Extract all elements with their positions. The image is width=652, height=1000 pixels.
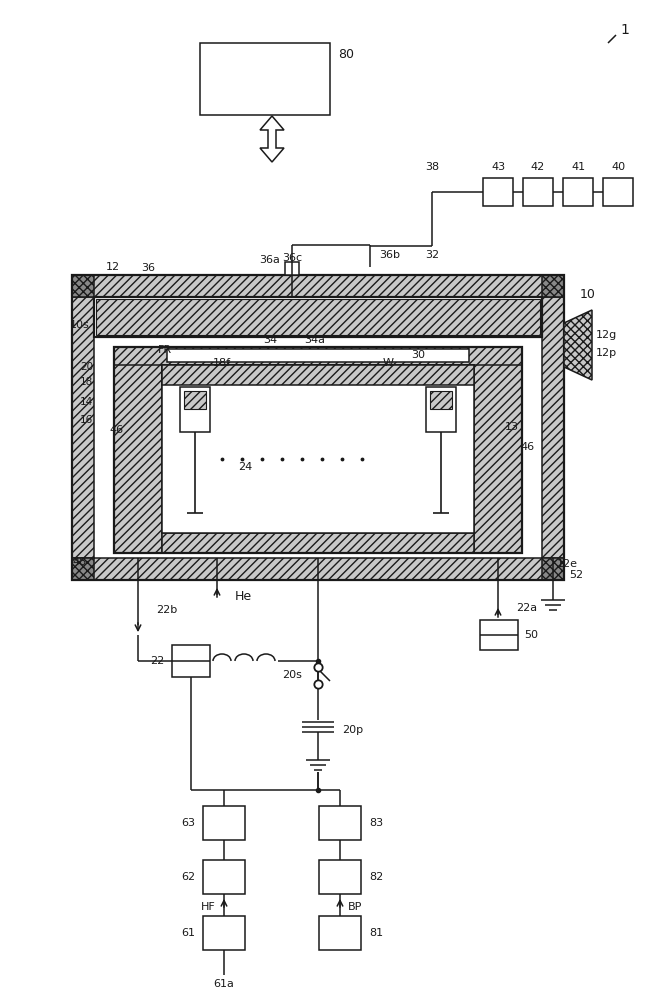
Text: 38: 38	[425, 162, 439, 172]
Bar	[94, 297, 542, 337]
Bar	[203, 806, 245, 840]
Bar	[172, 645, 210, 677]
Text: 20: 20	[80, 362, 93, 372]
Bar	[180, 387, 210, 432]
Text: 40: 40	[611, 162, 625, 172]
Text: 36a: 36a	[259, 255, 280, 265]
Text: 18f: 18f	[213, 358, 231, 368]
Bar	[72, 275, 94, 297]
Text: 10s: 10s	[70, 320, 90, 330]
Text: 10: 10	[580, 288, 596, 302]
Bar	[523, 178, 553, 206]
Text: 36b: 36b	[379, 250, 400, 260]
Text: 1: 1	[620, 23, 629, 37]
Bar	[200, 43, 330, 115]
Text: 22: 22	[150, 656, 164, 666]
Text: 34a: 34a	[304, 335, 325, 345]
Text: 12g: 12g	[596, 330, 617, 340]
Bar	[72, 558, 564, 580]
Bar	[542, 297, 564, 558]
Text: HF: HF	[201, 902, 216, 912]
Bar	[72, 297, 94, 558]
Text: 34: 34	[263, 335, 277, 345]
Bar	[426, 387, 456, 432]
Bar	[319, 806, 361, 840]
Bar	[114, 347, 162, 553]
Text: 50: 50	[524, 630, 538, 640]
Text: 80: 80	[338, 48, 354, 61]
Bar	[542, 558, 564, 580]
Bar	[114, 347, 522, 553]
Bar	[542, 275, 564, 297]
Text: 13: 13	[505, 422, 519, 432]
Bar	[184, 391, 206, 409]
Bar	[430, 391, 452, 409]
Text: 61a: 61a	[214, 979, 235, 989]
Bar	[162, 365, 474, 533]
Bar	[114, 347, 522, 365]
Bar	[72, 275, 564, 580]
Bar	[483, 178, 513, 206]
Text: 32: 32	[425, 250, 439, 260]
Text: 22b: 22b	[156, 605, 177, 615]
Text: 12: 12	[106, 262, 120, 272]
Text: He: He	[235, 590, 252, 603]
Text: 82: 82	[369, 872, 383, 882]
Bar	[563, 178, 593, 206]
Text: BP: BP	[348, 902, 363, 912]
Text: 61: 61	[181, 928, 195, 938]
Text: 20p: 20p	[342, 725, 363, 735]
Bar	[480, 620, 518, 650]
Text: 63: 63	[181, 818, 195, 828]
Bar	[72, 558, 94, 580]
Text: 46: 46	[521, 442, 535, 452]
Bar	[285, 262, 299, 275]
Text: FR: FR	[158, 345, 172, 355]
Polygon shape	[260, 116, 284, 162]
Bar	[203, 860, 245, 894]
Bar	[162, 533, 474, 553]
Bar	[203, 916, 245, 950]
Text: 24: 24	[238, 462, 252, 472]
Bar	[96, 299, 540, 335]
Text: 36: 36	[141, 263, 155, 273]
Bar	[319, 860, 361, 894]
Text: 20s: 20s	[282, 670, 302, 680]
Text: 16: 16	[80, 415, 93, 425]
Bar	[474, 347, 522, 553]
Polygon shape	[564, 310, 592, 380]
Text: 12p: 12p	[596, 348, 617, 358]
Bar	[167, 349, 469, 362]
Text: 48: 48	[73, 557, 87, 567]
Text: 12e: 12e	[557, 559, 578, 569]
Text: 46: 46	[110, 425, 124, 435]
Text: 41: 41	[571, 162, 585, 172]
Text: 43: 43	[491, 162, 505, 172]
Text: 52: 52	[569, 570, 583, 580]
Bar	[162, 365, 474, 385]
Bar	[319, 916, 361, 950]
Text: 62: 62	[181, 872, 195, 882]
Text: 30: 30	[411, 350, 425, 360]
Text: W: W	[383, 358, 394, 368]
Text: 83: 83	[369, 818, 383, 828]
Text: 42: 42	[531, 162, 545, 172]
Bar	[72, 275, 564, 297]
Text: 36c: 36c	[282, 253, 302, 263]
Text: 22a: 22a	[516, 603, 537, 613]
Bar	[603, 178, 633, 206]
Text: 18: 18	[80, 377, 93, 387]
Text: 81: 81	[369, 928, 383, 938]
Text: 14: 14	[80, 397, 93, 407]
